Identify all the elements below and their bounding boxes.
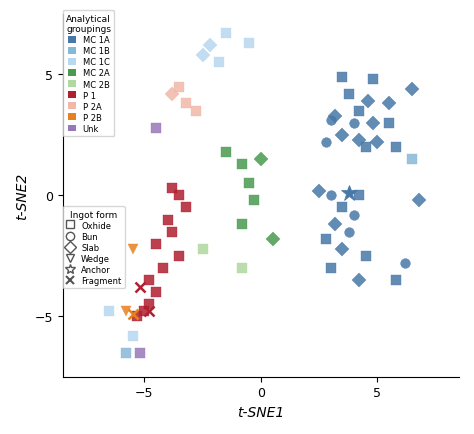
Y-axis label: t-SNE2: t-SNE2 xyxy=(15,172,29,220)
X-axis label: t-SNE1: t-SNE1 xyxy=(237,405,284,419)
Legend: Oxhide, Bun, Slab, Wedge, Anchor, Fragment: Oxhide, Bun, Slab, Wedge, Anchor, Fragme… xyxy=(63,207,125,289)
